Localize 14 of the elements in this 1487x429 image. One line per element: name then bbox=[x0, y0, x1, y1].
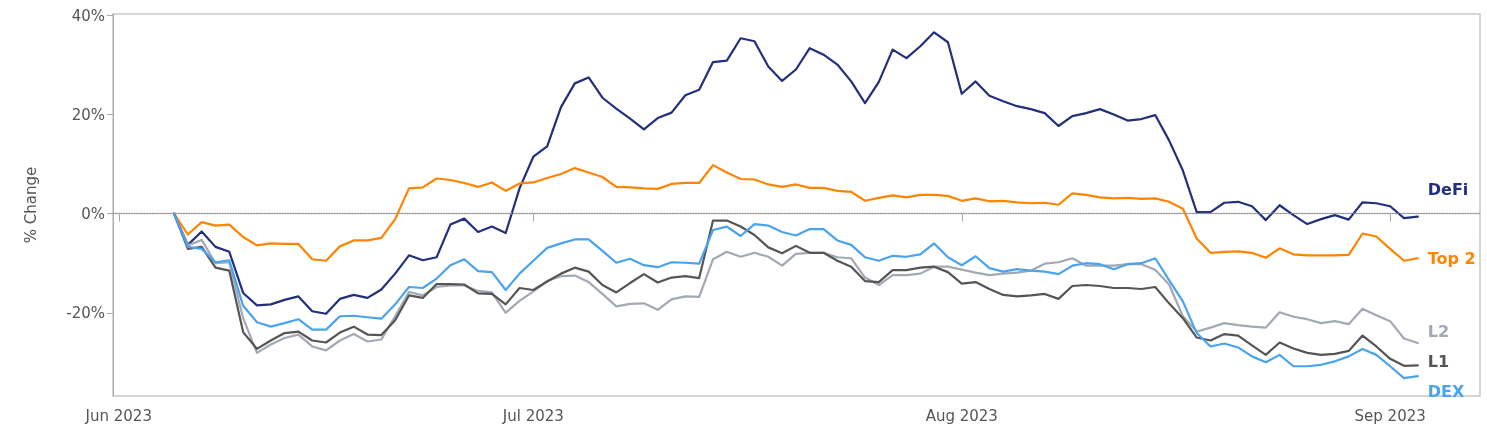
series-label: DeFi bbox=[1427, 180, 1469, 200]
series-label: L2 bbox=[1427, 322, 1450, 342]
y-tick-label: 20% bbox=[71, 105, 105, 124]
series-label: DEX bbox=[1427, 381, 1466, 401]
y-tick-label: 40% bbox=[71, 6, 105, 25]
series-label: Top 2 bbox=[1427, 248, 1476, 268]
y-axis-title: % Change bbox=[21, 166, 40, 244]
series-label: L1 bbox=[1427, 351, 1450, 371]
y-tick-label: -20% bbox=[66, 303, 105, 322]
y-tick-label: 0% bbox=[81, 204, 105, 223]
x-tick-label: Jun 2023 bbox=[84, 406, 152, 425]
x-tick-label: Aug 2023 bbox=[925, 406, 998, 425]
x-tick-label: Sep 2023 bbox=[1354, 406, 1426, 425]
x-tick-label: Jul 2023 bbox=[501, 406, 564, 425]
